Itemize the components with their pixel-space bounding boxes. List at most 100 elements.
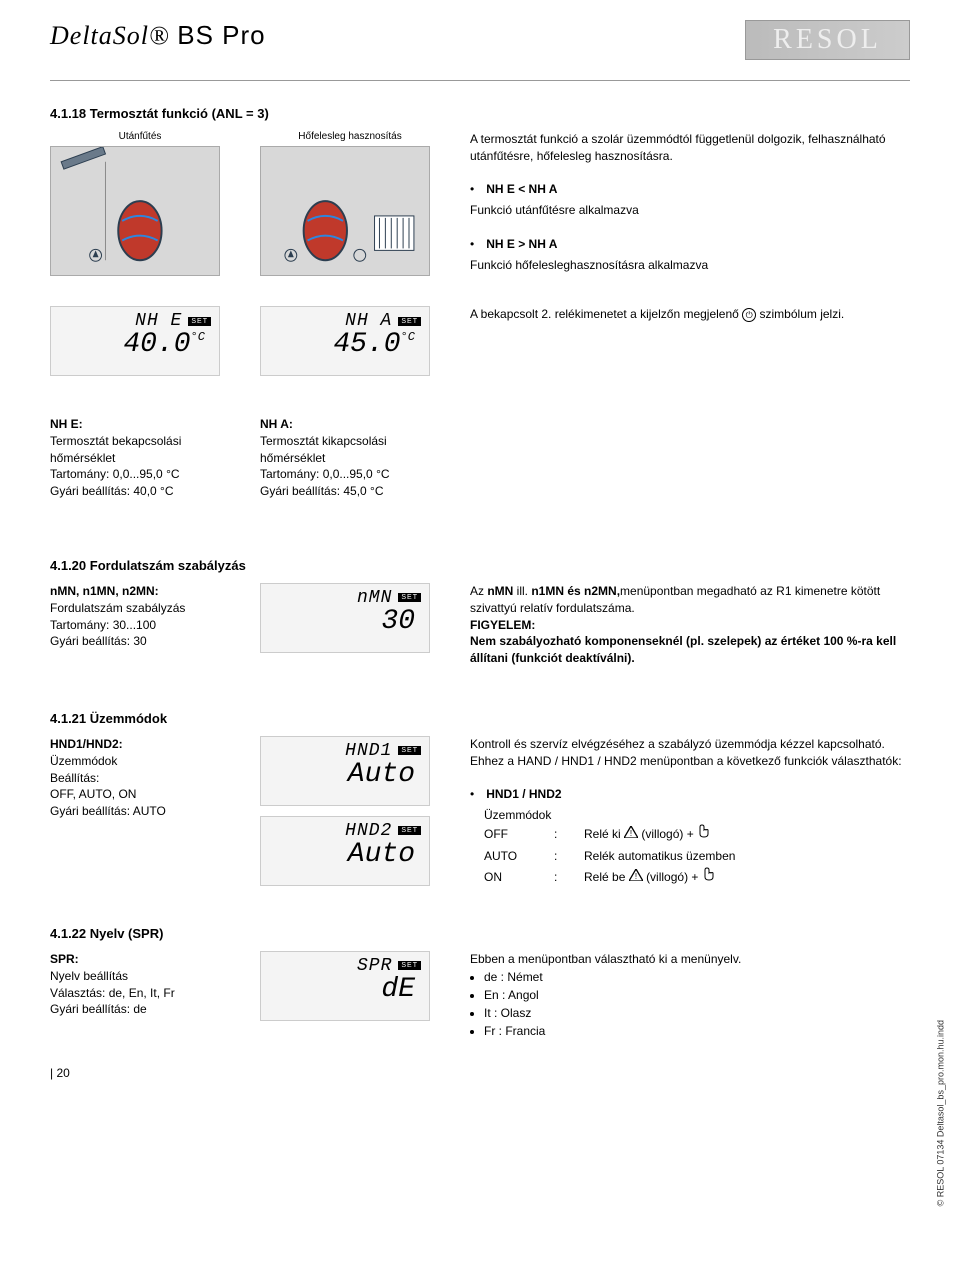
language-list: de : Német En : Angol It : Olasz Fr : Fr… (470, 968, 910, 1040)
param-nhe: NH E: Termosztát bekapcsolási hőmérsékle… (50, 416, 230, 500)
param-nha-l2: Tartomány: 0,0...95,0 °C (260, 467, 390, 481)
cond2-label: NH E > NH A (486, 236, 557, 253)
section-title: 4.1.18 Termosztát funkció (ANL = 3) (50, 106, 910, 121)
lang-de: de : Német (484, 968, 910, 986)
param-nhe-l1: Termosztát bekapcsolási hőmérséklet (50, 434, 181, 465)
hnd-intro: Kontroll és szervíz elvégzéséhez a szabá… (470, 736, 910, 770)
lcd-nhe-col: NH E SET 40.0°C (50, 306, 230, 386)
mode-auto: AUTO : Relék automatikus üzemben (484, 846, 910, 868)
param-nhe-name: NH E: (50, 417, 83, 431)
page-number: | 20 (50, 1066, 70, 1080)
lcd-nmn-col: nMN SET 30 (260, 583, 440, 667)
lcd-spr-label: SPR (357, 956, 392, 976)
param-nhe-l2: Tartomány: 0,0...95,0 °C (50, 467, 180, 481)
set-badge: SET (398, 317, 421, 326)
on-l: ON (484, 867, 534, 889)
param-nha-name: NH A: (260, 417, 293, 431)
lcd-nhe-label: NH E (135, 311, 182, 331)
cond2-text: Funkció hőfelesleghasznosításra alkalmaz… (470, 257, 910, 274)
cond2: NH E > NH A (470, 236, 910, 253)
param-hnd-l1: Üzemmódok (50, 754, 117, 768)
section-4-1-20: 4.1.20 Fordulatszám szabályzás nMN, n1MN… (50, 558, 910, 667)
nmn-desc: Az nMN ill. n1MN és n2MN,menüpontban meg… (470, 583, 910, 667)
diagram-right-label: Hőfelesleg hasznosítás (260, 131, 440, 142)
lcd-hnd1-value: Auto (348, 759, 415, 790)
hand-icon (697, 824, 711, 838)
off-l: OFF (484, 824, 534, 846)
relay-text-b: szimbólum jelzi. (760, 307, 845, 321)
logo-text: RESOL (773, 24, 882, 56)
set-badge: SET (398, 746, 421, 755)
hand-icon (702, 867, 716, 881)
lcd-nha: NH A SET 45.0°C (260, 306, 430, 376)
lcd-nhe: NH E SET 40.0°C (50, 306, 220, 376)
lcd-nhe-value: 40.0 (123, 329, 190, 360)
hnd-desc: Kontroll és szervíz elvégzéséhez a szabá… (470, 736, 910, 896)
brand-logo: RESOL (745, 20, 910, 60)
relay-text-a: A bekapcsolt 2. relékimenetet a kijelzőn… (470, 307, 739, 321)
lcd-hnd2-value: Auto (348, 839, 415, 870)
lcd-nmn-label: nMN (357, 588, 392, 608)
relay-icon: ⏻ (742, 308, 756, 322)
cond1-label: NH E < NH A (486, 181, 557, 198)
cond1-text: Funkció utánfűtésre alkalmazva (470, 202, 910, 219)
param-nmn-l3: Gyári beállítás: 30 (50, 634, 147, 648)
lcd-spr-value: dE (381, 974, 415, 1005)
page-header: DeltaSol® BS Pro RESOL (50, 20, 910, 60)
d-a: Az (470, 584, 487, 598)
lang-en: En : Angol (484, 986, 910, 1004)
mode-off: OFF : Relé ki ! (villogó) + (484, 824, 910, 846)
param-spr-l1: Nyelv beállítás (50, 969, 128, 983)
set-badge: SET (398, 826, 421, 835)
section-4-1-18: 4.1.18 Termosztát funkció (ANL = 3) Után… (50, 106, 910, 500)
section-4-1-22: 4.1.22 Nyelv (SPR) SPR: Nyelv beállítás … (50, 926, 910, 1040)
param-hnd-l3: OFF, AUTO, ON (50, 787, 136, 801)
lcd-nhe-unit: °C (191, 330, 205, 344)
param-nmn-name: nMN, n1MN, n2MN: (50, 584, 159, 598)
d-c: ill. (513, 584, 531, 598)
lang-fr: Fr : Francia (484, 1022, 910, 1040)
lcd-nmn-value: 30 (381, 606, 415, 637)
off-t: Relé ki (584, 827, 621, 841)
on-suf: (villogó) + (646, 870, 698, 884)
set-badge: SET (398, 593, 421, 602)
lcd-nha-col: NH A SET 45.0°C (260, 306, 440, 386)
lcd-spr-col: SPR SET dE (260, 951, 440, 1040)
d-d: n1MN és n2MN, (531, 584, 620, 598)
lcd-nha-label: NH A (345, 311, 392, 331)
lcd-hnd1: HND1 SET Auto (260, 736, 430, 806)
param-nha-l3: Gyári beállítás: 45,0 °C (260, 484, 384, 498)
diagram-heating (50, 146, 220, 276)
svg-text:!: ! (630, 829, 632, 838)
lcd-hnd2-label: HND2 (345, 821, 392, 841)
param-spr: SPR: Nyelv beállítás Választás: de, En, … (50, 951, 230, 1040)
d-b: nMN (487, 584, 513, 598)
lcd-hnd1-label: HND1 (345, 741, 392, 761)
product-variant: BS Pro (177, 20, 265, 50)
param-nha-l1: Termosztát kikapcsolási hőmérséklet (260, 434, 387, 465)
spr-intro: Ebben a menüpontban választható ki a men… (470, 951, 910, 968)
diagram-surplus (260, 146, 430, 276)
diagram-left-label: Utánfűtés (50, 131, 230, 142)
page-number-value: 20 (56, 1066, 69, 1080)
intro-text: A termosztát funkció a szolár üzemmódtól… (470, 131, 910, 165)
header-rule (50, 80, 910, 81)
section-418-desc: A termosztát funkció a szolár üzemmódtól… (470, 131, 910, 276)
param-hnd-name: HND1/HND2: (50, 737, 123, 751)
lcd-nmn: nMN SET 30 (260, 583, 430, 653)
section-title: 4.1.21 Üzemmódok (50, 711, 910, 726)
diagram-left-col: Utánfűtés (50, 131, 230, 276)
param-nmn-l2: Tartomány: 30...100 (50, 618, 156, 632)
product-title: DeltaSol® BS Pro (50, 20, 266, 51)
auto-l: AUTO (484, 846, 534, 868)
hnd-list-sub: Üzemmódok (484, 807, 910, 824)
lcd-nha-unit: °C (401, 330, 415, 344)
section-4-1-21: 4.1.21 Üzemmódok HND1/HND2: Üzemmódok Be… (50, 711, 910, 896)
set-badge: SET (188, 317, 211, 326)
cond1: NH E < NH A (470, 181, 910, 198)
off-suf: (villogó) + (641, 827, 693, 841)
diagram-right-col: Hőfelesleg hasznosítás (260, 131, 440, 276)
param-spr-name: SPR: (50, 952, 79, 966)
param-nhe-l3: Gyári beállítás: 40,0 °C (50, 484, 174, 498)
set-badge: SET (398, 961, 421, 970)
